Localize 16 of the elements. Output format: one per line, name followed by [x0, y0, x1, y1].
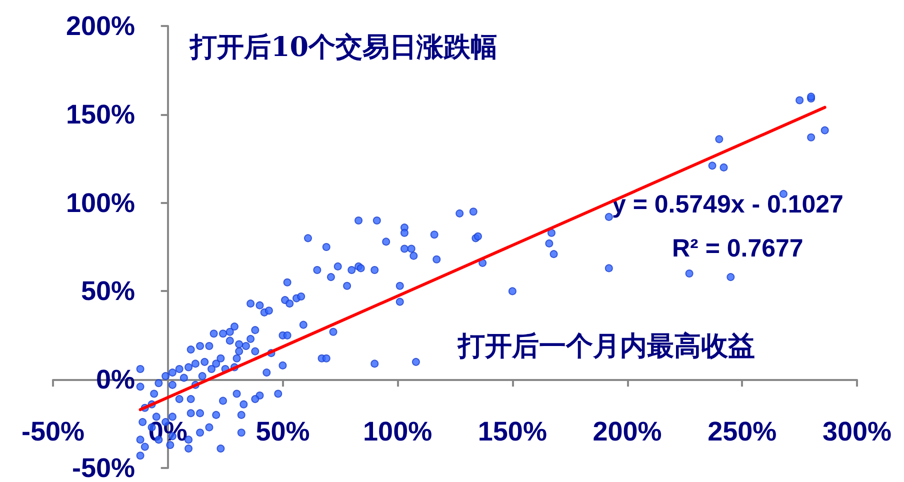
y-tick-label: 150% [66, 99, 135, 130]
x-tick-label: 50% [256, 416, 310, 446]
x-tick-label: 100% [363, 416, 432, 446]
y-tick-label: 200% [66, 11, 135, 41]
y-tick-label: 50% [80, 276, 135, 306]
y-tick-label: -50% [72, 453, 135, 482]
y-tick-label: 100% [66, 188, 135, 218]
annotation: R² = 0.7677 [672, 234, 804, 262]
x-tick-label: 300% [822, 416, 892, 446]
x-tick-label: -50% [21, 416, 85, 446]
x-tick-label: 150% [478, 416, 547, 446]
x-tick-label: 200% [592, 416, 662, 446]
x-tick-label: 250% [708, 416, 777, 446]
x-axis-title: 打开后一个月内最高收益 [457, 331, 755, 362]
y-tick-label: 0% [96, 364, 135, 395]
y-axis-title: 打开后10个交易日涨跌幅 [189, 32, 498, 63]
